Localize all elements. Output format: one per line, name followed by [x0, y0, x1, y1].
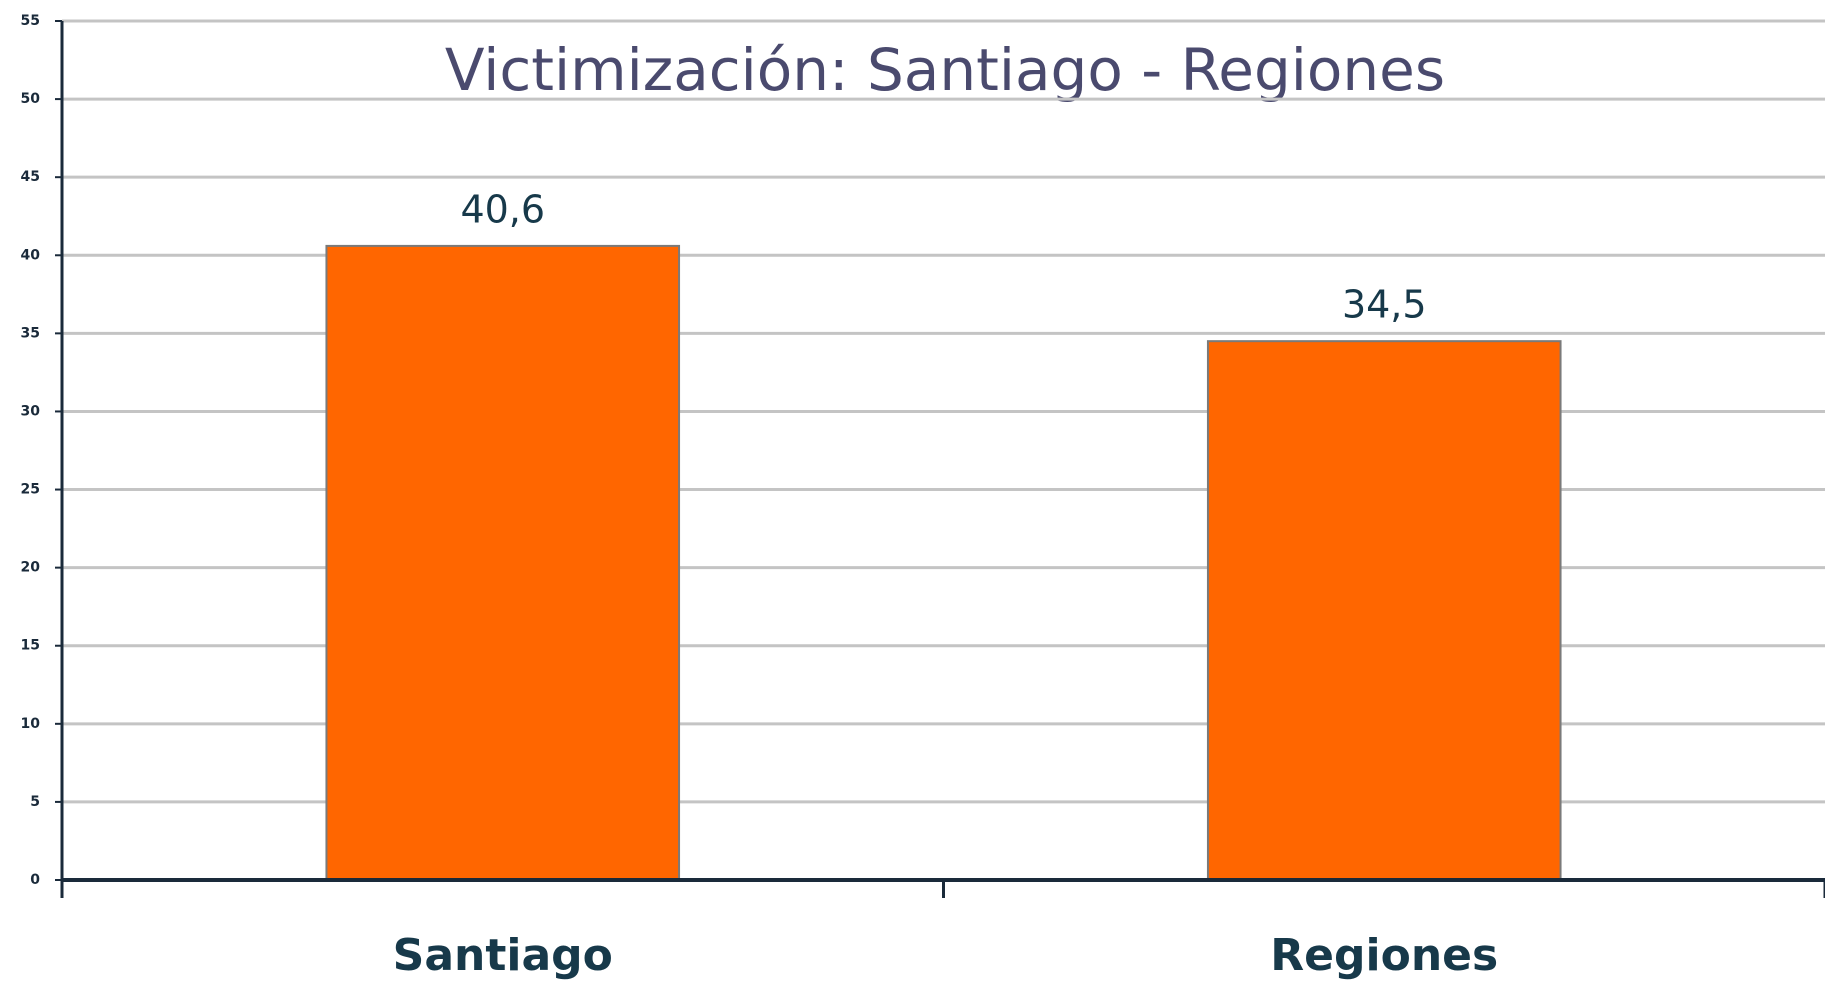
y-tick-label: 20: [21, 560, 41, 576]
y-tick-label: 35: [21, 325, 40, 341]
chart-title: Victimización: Santiago - Regiones: [445, 36, 1445, 104]
y-tick-label: 30: [21, 403, 41, 419]
y-tick-label: 10: [21, 716, 41, 732]
value-label: 40,6: [460, 187, 545, 231]
y-tick-label: 15: [21, 638, 40, 654]
y-tick-label: 45: [21, 169, 40, 185]
y-tick-label: 0: [30, 872, 40, 888]
y-tick-label: 55: [21, 13, 40, 29]
x-tick-label: Santiago: [393, 930, 613, 981]
value-label: 34,5: [1342, 283, 1427, 327]
y-tick-label: 40: [21, 247, 41, 263]
x-tick-label: Regiones: [1270, 930, 1498, 981]
bar: [1206, 340, 1562, 881]
bar: [325, 244, 681, 882]
y-tick-label: 5: [30, 794, 40, 810]
y-tick-label: 50: [21, 91, 41, 107]
y-tick-label: 25: [21, 482, 40, 498]
